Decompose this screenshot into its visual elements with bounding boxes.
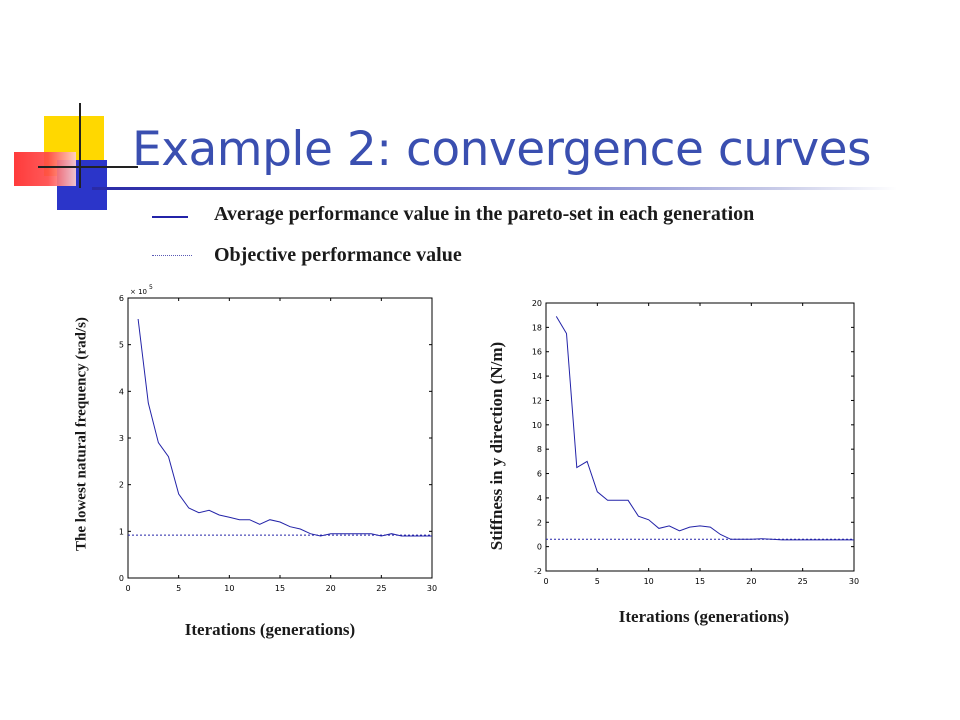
legend-solid-swatch [152, 215, 188, 218]
stiffness-y-tick-label: 6 [537, 470, 542, 479]
stiffness-average-curve [555, 316, 854, 541]
stiffness-y-tick-label: 16 [532, 348, 542, 357]
stiffness-x-tick-label: 0 [543, 577, 548, 586]
stiffness-chart: 0 5 10 15 20 25 30 -2 0 2 4 6 8 10 12 14 16 18 20 [530, 290, 860, 590]
stiffness-y-tick-label: 8 [537, 445, 542, 454]
frequency-x-tick-label: 15 [275, 584, 285, 593]
frequency-chart: 0 5 10 15 20 25 30 0 1 2 3 4 5 6 × 10 5 [112, 280, 442, 600]
stiffness-y-tick-label: 2 [537, 518, 542, 527]
frequency-y-tick-label: 3 [119, 434, 124, 443]
stiffness-x-tick-label: 25 [798, 577, 808, 586]
stiffness-x-tick-label: 10 [644, 577, 654, 586]
stiffness-y-tick-label: 0 [537, 543, 542, 552]
legend-dotted-swatch [152, 255, 192, 256]
stiffness-y-tick-label: -2 [534, 567, 542, 576]
stiffness-y-axis-label: Stiffness in y direction (N/m) [487, 341, 506, 551]
frequency-y-multiplier: × 10 [130, 288, 147, 296]
stiffness-y-tick-label: 4 [537, 494, 542, 503]
deco-horizontal-line [38, 166, 138, 168]
frequency-x-tick-label: 5 [176, 584, 181, 593]
frequency-x-axis-label: Iterations (generations) [184, 620, 356, 639]
frequency-average-curve [137, 318, 432, 537]
stiffness-y-tick-label: 12 [532, 396, 542, 405]
frequency-y-tick-label: 1 [119, 527, 124, 536]
stiffness-x-tick-label: 5 [595, 577, 600, 586]
legend-solid-label: Average performance value in the pareto-… [214, 203, 755, 225]
slide-title: Example 2: convergence curves [132, 122, 872, 177]
stiffness-y-tick-label: 14 [532, 372, 542, 381]
frequency-y-tick-label: 2 [119, 481, 124, 490]
frequency-y-tick-label: 0 [119, 574, 124, 583]
frequency-x-tick-label: 10 [224, 584, 234, 593]
legend-dotted-label: Objective performance value [214, 244, 462, 266]
stiffness-y-tick-label: 20 [532, 299, 542, 308]
stiffness-y-tick-label: 10 [532, 421, 542, 430]
stiffness-x-tick-label: 15 [695, 577, 705, 586]
deco-red-square [14, 152, 76, 186]
frequency-plot-frame [127, 297, 433, 579]
stiffness-x-axis-label: Iterations (generations) [618, 607, 790, 626]
stiffness-y-tick-label: 18 [532, 323, 542, 332]
frequency-y-tick-label: 5 [119, 341, 124, 350]
title-underline [92, 187, 897, 190]
frequency-x-tick-label: 20 [326, 584, 336, 593]
deco-vertical-line [79, 103, 81, 188]
legend-dotted-row: Objective performance value [152, 244, 462, 267]
frequency-y-tick-label: 4 [119, 387, 124, 396]
frequency-x-tick-label: 25 [376, 584, 386, 593]
frequency-y-multiplier-exponent: 5 [149, 284, 153, 291]
frequency-x-tick-label: 30 [427, 584, 437, 593]
stiffness-x-tick-label: 30 [849, 577, 859, 586]
stiffness-x-tick-label: 20 [746, 577, 756, 586]
stiffness-plot-frame [545, 302, 855, 572]
frequency-x-tick-label: 0 [125, 584, 130, 593]
legend-solid-row: Average performance value in the pareto-… [152, 203, 754, 226]
frequency-y-axis-label: The lowest natural frequency (rad/s) [73, 317, 90, 551]
frequency-y-tick-label: 6 [119, 294, 124, 303]
